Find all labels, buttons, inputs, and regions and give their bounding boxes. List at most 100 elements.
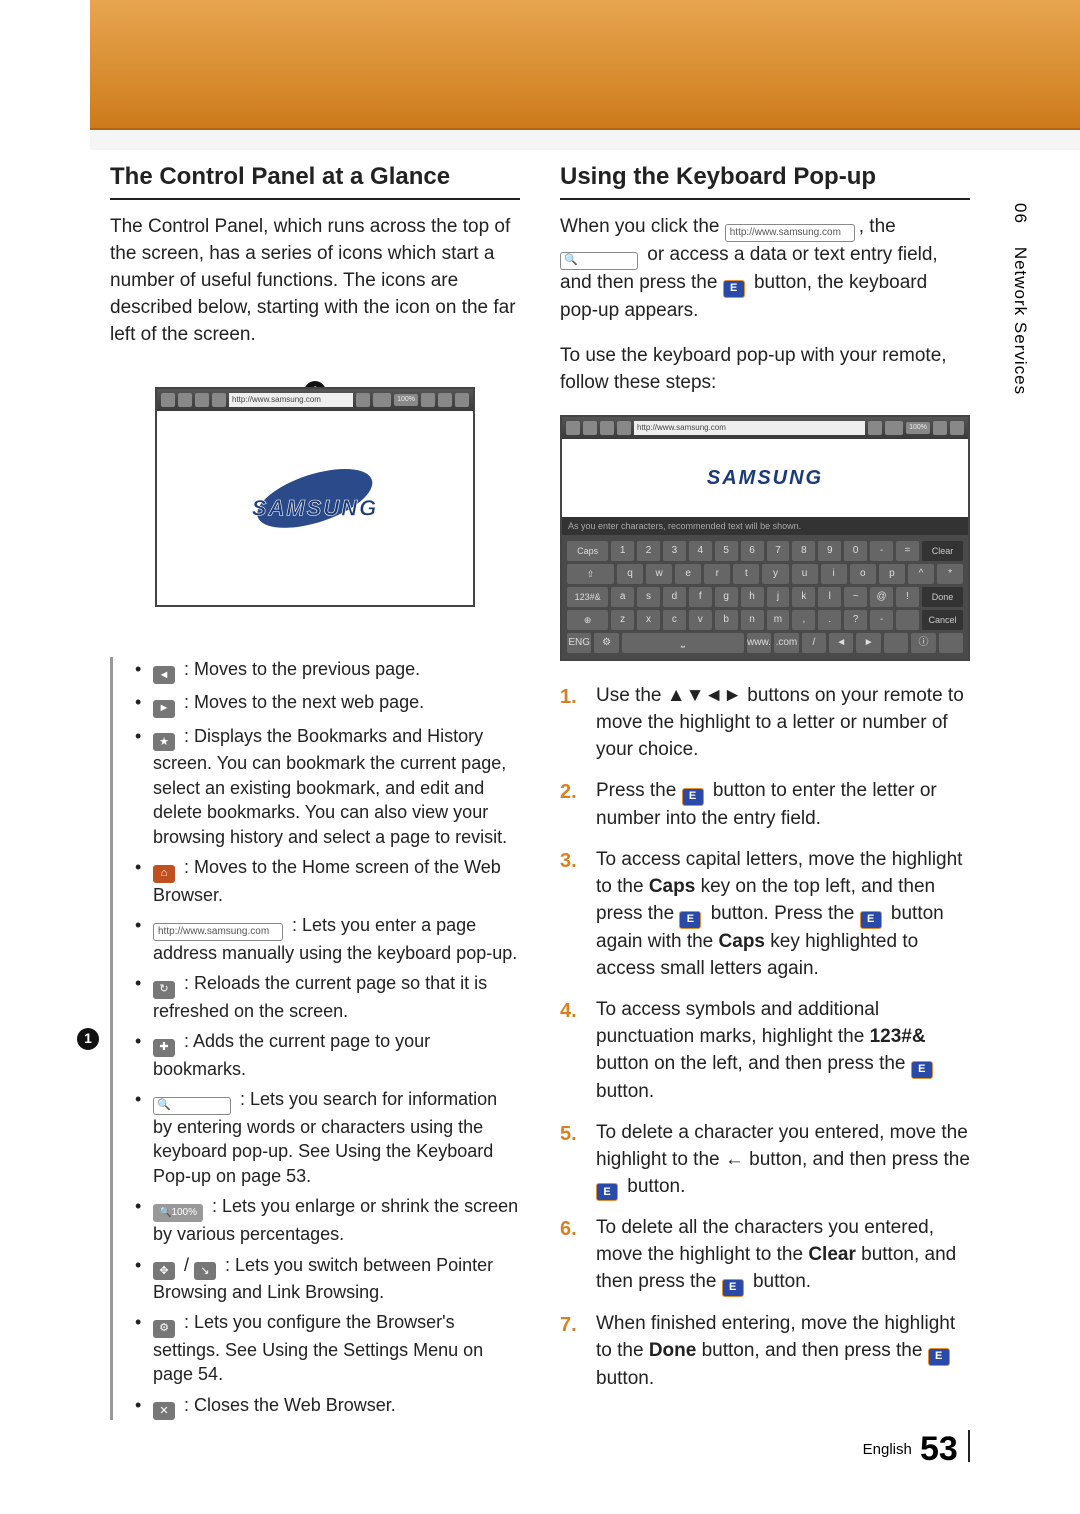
legend-reload: ↻ : Reloads the current page so that it … (135, 971, 520, 1023)
kb-key: ! (896, 587, 919, 607)
keyboard-intro-1: When you click the http://www.samsung.co… (560, 214, 970, 325)
kb-reload-icon (868, 421, 882, 435)
step-2: Press the E button to enter the letter o… (560, 778, 970, 833)
kb-key: n (741, 610, 764, 630)
kb-key: ^ (908, 564, 934, 584)
enter-icon: E (928, 1348, 950, 1366)
back-chip-icon: ◄ (153, 666, 175, 684)
reload-icon (356, 393, 370, 407)
kb-key: 9 (818, 541, 841, 561)
kb-key: a (611, 587, 634, 607)
enter-button-icon: E (723, 280, 745, 298)
enter-icon: E (911, 1061, 933, 1079)
kb-key: u (792, 564, 818, 584)
settings-chip-icon: ⚙ (153, 1320, 175, 1338)
kb-key-Caps: Caps (567, 541, 608, 561)
kb-key: w (646, 564, 672, 584)
kb-samsung-logo: SAMSUNG (707, 464, 823, 492)
home-icon (212, 393, 226, 407)
legend-forward: ► : Moves to the next web page. (135, 690, 520, 717)
control-panel-heading: The Control Panel at a Glance (110, 160, 520, 200)
link-chip-icon: ↘ (194, 1262, 216, 1280)
kb-key: 3 (663, 541, 686, 561)
legend-back: ◄ : Moves to the previous page. (135, 657, 520, 684)
kb-key: ? (844, 610, 867, 630)
browser-screenshot: http://www.samsung.com 100% SAMSUNG (155, 387, 475, 607)
kb-key: . (818, 610, 841, 630)
legend-settings: ⚙ : Lets you configure the Browser's set… (135, 1310, 520, 1386)
kb-close-icon (950, 421, 964, 435)
enter-icon: E (682, 788, 704, 806)
kb-key-⇧: ⇧ (567, 564, 614, 584)
left-column: The Control Panel at a Glance The Contro… (110, 160, 520, 1414)
bookmarks-icon (195, 393, 209, 407)
kb-key: @ (870, 587, 893, 607)
kb-key: = (896, 541, 919, 561)
step-3: To access capital letters, move the high… (560, 847, 970, 983)
page-footer: English 53 (863, 1430, 970, 1469)
enter-icon: E (860, 911, 882, 929)
keyboard-intro-2: To use the keyboard pop-up with your rem… (560, 343, 970, 397)
kb-key: , (792, 610, 815, 630)
kb-key-Cancel: Cancel (922, 610, 963, 630)
home-chip-icon: ⌂ (153, 865, 175, 883)
kb-key: d (663, 587, 686, 607)
search-chip-inline: 🔍 (560, 252, 638, 270)
browser-toolbar: http://www.samsung.com 100% (157, 389, 473, 411)
kb-key: m (767, 610, 790, 630)
kb-key: f (689, 587, 712, 607)
url-chip: http://www.samsung.com (153, 923, 283, 941)
close-icon (455, 393, 469, 407)
kb-key: l (818, 587, 841, 607)
kb-zoom: 100% (906, 422, 930, 434)
kb-key: h (741, 587, 764, 607)
kb-key: / (802, 633, 826, 653)
keyboard-heading: Using the Keyboard Pop-up (560, 160, 970, 200)
kb-key: 5 (715, 541, 738, 561)
kb-key: x (637, 610, 660, 630)
search-chip: 🔍 (153, 1097, 231, 1115)
kb-key: p (879, 564, 905, 584)
kb-key-⊕: ⊕ (567, 610, 608, 630)
bookmarks-chip-icon: ★ (153, 733, 175, 751)
kb-key: z (611, 610, 634, 630)
kb-key: 0 (844, 541, 867, 561)
kb-key: ► (856, 633, 880, 653)
enter-icon: E (596, 1183, 618, 1201)
enter-icon: E (722, 1279, 744, 1297)
kb-key: s (637, 587, 660, 607)
url-chip-inline: http://www.samsung.com (725, 224, 855, 242)
keyboard-steps: Use the ▲▼◄► buttons on your remote to m… (560, 683, 970, 1392)
footer-bar (968, 1430, 970, 1462)
forward-chip-icon: ► (153, 700, 175, 718)
settings-icon (438, 393, 452, 407)
kb-key: ⚙ (594, 633, 618, 653)
step-5: To delete a character you entered, move … (560, 1120, 970, 1202)
kb-key: i (821, 564, 847, 584)
kb-search-icon (885, 421, 903, 435)
kb-key: t (733, 564, 759, 584)
legend-url: http://www.samsung.com : Lets you enter … (135, 913, 520, 965)
forward-icon (178, 393, 192, 407)
kb-key: 4 (689, 541, 712, 561)
kb-key: o (850, 564, 876, 584)
kb-key: k (792, 587, 815, 607)
kb-forward-icon (583, 421, 597, 435)
footer-lang: English (863, 1441, 912, 1458)
kb-key (884, 633, 908, 653)
kb-key (896, 610, 919, 630)
url-field: http://www.samsung.com (229, 393, 353, 407)
addbm-chip-icon: ✚ (153, 1039, 175, 1057)
back-icon (161, 393, 175, 407)
reload-chip-icon: ↻ (153, 981, 175, 999)
kb-key: r (704, 564, 730, 584)
kb-home-icon (617, 421, 631, 435)
kb-key: * (937, 564, 963, 584)
kb-key: ⓘ (911, 633, 935, 653)
right-column: Using the Keyboard Pop-up When you click… (560, 160, 970, 1414)
kb-key: 6 (741, 541, 764, 561)
legend-zoom: 🔍 100% : Lets you enlarge or shrink the … (135, 1194, 520, 1246)
kb-hint: As you enter characters, recommended tex… (562, 517, 968, 536)
kb-key: y (762, 564, 788, 584)
kb-toolbar: http://www.samsung.com 100% (562, 417, 968, 439)
